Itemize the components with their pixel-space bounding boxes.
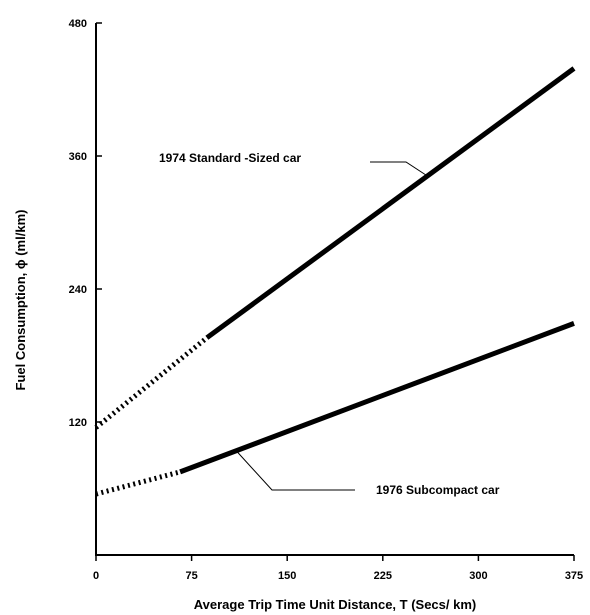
y-tick-label: 480 — [69, 18, 87, 30]
annotation-2-leader — [235, 450, 355, 491]
series-2-dotted-extrapolation — [95, 469, 181, 497]
annotation-1-label: 1974 Standard -Sized car — [159, 151, 301, 165]
x-tick-label: 225 — [374, 570, 392, 582]
series-2-line — [179, 321, 575, 475]
x-tick-label: 150 — [278, 570, 296, 582]
y-tick-label: 360 — [69, 151, 87, 163]
annotation-2-label: 1976 Subcompact car — [376, 483, 500, 497]
x-tick-label: 375 — [565, 570, 583, 582]
tick-labels: 0 75 150 225 300 375 120 240 360 480 — [69, 18, 584, 582]
x-tick-label: 75 — [185, 570, 197, 582]
annotation-1-leader — [370, 161, 428, 177]
x-tick-label: 300 — [469, 570, 487, 582]
series-1-line — [205, 66, 576, 340]
y-axis-label: Fuel Consumption, ϕ (ml/km) — [13, 210, 28, 391]
annotations: 1974 Standard -Sized car 1976 Subcompact … — [159, 151, 500, 497]
series-1-dotted-extrapolation — [94, 335, 209, 430]
x-tick-label: 0 — [93, 570, 99, 582]
y-tick-label: 120 — [69, 417, 87, 429]
x-axis-label: Average Trip Time Unit Distance, T (Secs… — [194, 597, 476, 612]
series-lines — [94, 66, 576, 497]
tick-marks — [95, 22, 575, 561]
y-tick-label: 240 — [69, 284, 87, 296]
